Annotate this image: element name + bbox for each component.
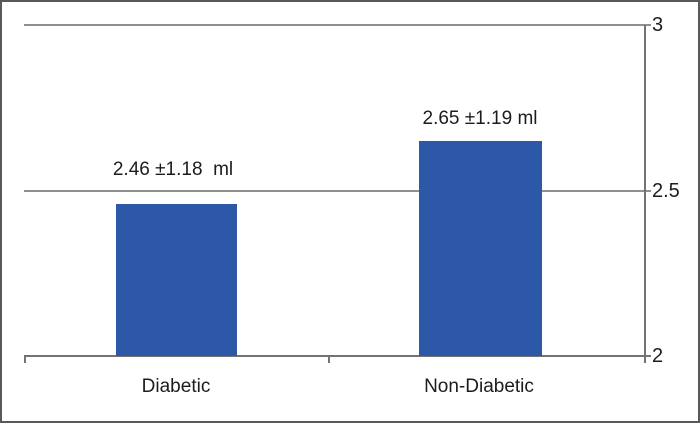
gridline-y-2-5 (24, 190, 651, 192)
y-axis-line (644, 25, 646, 363)
bar-diabetic (116, 204, 237, 356)
x-axis-line (24, 355, 651, 357)
x-axis-tick-right (644, 356, 646, 363)
bar-value-label-non-diabetic: 2.65 ±1.19 ml (422, 108, 538, 129)
bar-value-label-diabetic: 2.46 ±1.18 ml (112, 159, 234, 180)
y-tick-label-2: 2 (652, 345, 664, 367)
x-axis-tick-left (24, 356, 26, 363)
y-tick-label-3: 3 (652, 14, 664, 36)
bar-non-diabetic (419, 141, 542, 356)
x-axis-tick-middle (328, 356, 330, 363)
x-tick-label-diabetic: Diabetic (141, 376, 211, 397)
gridline-y-3 (24, 24, 651, 26)
y-tick-label-2-5: 2.5 (652, 180, 680, 202)
x-tick-label-non-diabetic: Non-Diabetic (424, 376, 534, 397)
